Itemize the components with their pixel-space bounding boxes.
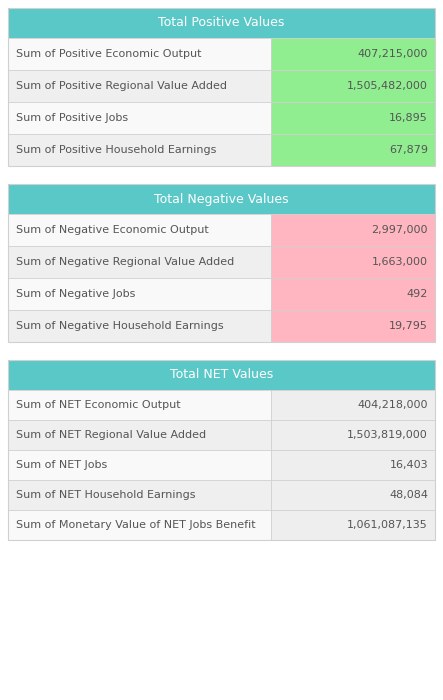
Text: 16,403: 16,403 [389, 460, 428, 470]
Text: Sum of NET Household Earnings: Sum of NET Household Earnings [16, 490, 195, 500]
Text: Sum of Negative Jobs: Sum of Negative Jobs [16, 289, 136, 299]
Bar [8, 38, 271, 70]
Text: Total Positive Values: Total Positive Values [158, 17, 285, 29]
Text: 404,218,000: 404,218,000 [358, 400, 428, 410]
Bar [271, 310, 435, 342]
Bar [8, 420, 271, 450]
Bar [8, 134, 271, 166]
Text: Sum of Positive Household Earnings: Sum of Positive Household Earnings [16, 145, 216, 155]
Text: Sum of Positive Jobs: Sum of Positive Jobs [16, 113, 128, 123]
Bar [8, 310, 271, 342]
Text: 1,503,819,000: 1,503,819,000 [347, 430, 428, 440]
Bar [8, 510, 271, 540]
Bar [8, 70, 271, 102]
Text: Sum of NET Regional Value Added: Sum of NET Regional Value Added [16, 430, 206, 440]
Bar [8, 246, 271, 278]
Text: Sum of Negative Regional Value Added: Sum of Negative Regional Value Added [16, 257, 234, 267]
Bar [8, 278, 271, 310]
Text: 19,795: 19,795 [389, 321, 428, 331]
Bar [271, 450, 435, 480]
Bar [271, 510, 435, 540]
Text: Sum of NET Economic Output: Sum of NET Economic Output [16, 400, 181, 410]
Text: 2,997,000: 2,997,000 [372, 225, 428, 235]
Text: Sum of NET Jobs: Sum of NET Jobs [16, 460, 107, 470]
Bar [271, 420, 435, 450]
Bar [8, 480, 271, 510]
Bar [271, 390, 435, 420]
Bar [271, 38, 435, 70]
Text: Total Negative Values: Total Negative Values [154, 193, 289, 206]
Text: Sum of Monetary Value of NET Jobs Benefit: Sum of Monetary Value of NET Jobs Benefi… [16, 520, 256, 530]
Bar [8, 184, 435, 214]
Text: 48,084: 48,084 [389, 490, 428, 500]
Bar [271, 278, 435, 310]
Bar [8, 390, 271, 420]
Text: Sum of Positive Regional Value Added: Sum of Positive Regional Value Added [16, 81, 227, 91]
Bar [271, 480, 435, 510]
Bar [271, 102, 435, 134]
Text: 16,895: 16,895 [389, 113, 428, 123]
Bar [271, 246, 435, 278]
Bar [8, 102, 271, 134]
Text: 407,215,000: 407,215,000 [358, 49, 428, 59]
Bar [8, 214, 271, 246]
Text: Total NET Values: Total NET Values [170, 368, 273, 382]
Bar [8, 8, 435, 38]
Bar [271, 70, 435, 102]
Text: 1,505,482,000: 1,505,482,000 [347, 81, 428, 91]
Text: 1,061,087,135: 1,061,087,135 [347, 520, 428, 530]
Text: Sum of Positive Economic Output: Sum of Positive Economic Output [16, 49, 202, 59]
Text: Sum of Negative Economic Output: Sum of Negative Economic Output [16, 225, 209, 235]
Bar [8, 184, 435, 342]
Text: Sum of Negative Household Earnings: Sum of Negative Household Earnings [16, 321, 224, 331]
Bar [8, 450, 271, 480]
Bar [271, 214, 435, 246]
Text: 67,879: 67,879 [389, 145, 428, 155]
Bar [271, 134, 435, 166]
Text: 1,663,000: 1,663,000 [372, 257, 428, 267]
Bar [8, 360, 435, 390]
Bar [8, 360, 435, 540]
Bar [8, 8, 435, 166]
Text: 492: 492 [407, 289, 428, 299]
